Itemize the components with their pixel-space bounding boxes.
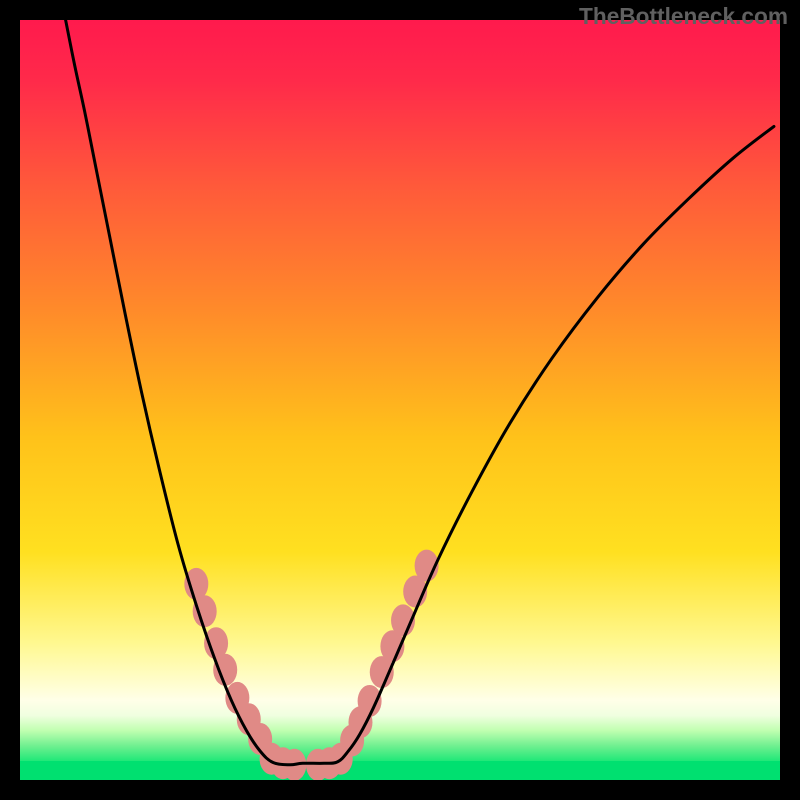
watermark-text: TheBottleneck.com <box>579 3 788 30</box>
data-marker <box>213 654 237 686</box>
chart-svg-layer <box>20 20 780 780</box>
bottleneck-curve <box>66 20 774 765</box>
data-marker <box>184 568 208 600</box>
plot-area <box>20 20 780 780</box>
data-marker <box>193 595 217 627</box>
data-markers-group <box>184 550 438 780</box>
